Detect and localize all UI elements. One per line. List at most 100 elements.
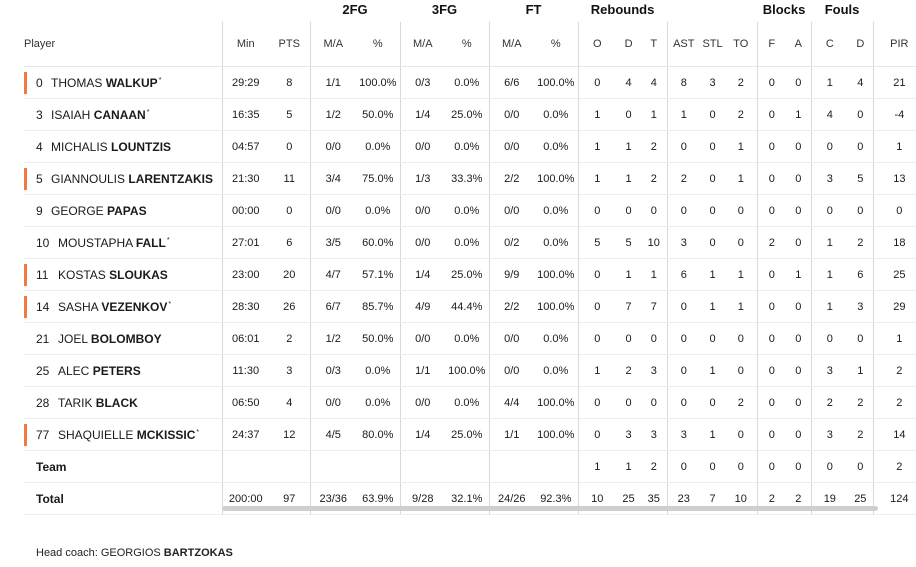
- col-blk-a-header[interactable]: A: [786, 22, 812, 67]
- col-3fg-pct-header[interactable]: %: [445, 22, 490, 67]
- stat-ft-pct: 100.0%: [534, 162, 579, 195]
- head-coach-last: BARTZOKAS: [163, 547, 233, 559]
- stat-foul-d: 0: [848, 98, 874, 131]
- col-ast-header[interactable]: AST: [666, 22, 701, 67]
- col-to-header[interactable]: TO: [725, 22, 758, 67]
- player-last-name[interactable]: CANAAN: [93, 107, 146, 122]
- col-2fg-ma-header[interactable]: M/A: [309, 22, 356, 67]
- player-last-name[interactable]: PETERS: [92, 363, 141, 378]
- horizontal-scrollbar[interactable]: [222, 506, 878, 511]
- col-pts-header[interactable]: PTS: [269, 22, 310, 67]
- player-first-name: ALEC: [58, 363, 90, 378]
- col-stl-header[interactable]: STL: [700, 22, 726, 67]
- stat-stl: 0: [700, 98, 726, 131]
- stat-2fg: 1/2: [309, 98, 356, 131]
- player-cell[interactable]: 9 GEORGE PAPAS: [24, 194, 222, 227]
- player-last-name[interactable]: LOUNTZIS: [111, 139, 172, 154]
- player-row[interactable]: 14 SASHA VEZENKOV* 28:30 26 6/7 85.7% 4/9 44.4%…: [24, 290, 916, 323]
- stat-foul-c: 1: [810, 290, 849, 323]
- col-reb-o-header[interactable]: O: [577, 22, 617, 67]
- stat-stl: 1: [700, 354, 726, 387]
- player-last-name[interactable]: PAPAS: [107, 203, 147, 218]
- player-last-name[interactable]: FALL: [135, 235, 166, 250]
- stat-stl: 3: [700, 66, 726, 99]
- team-3fg-pct: [445, 450, 490, 483]
- group-fouls: Fouls: [824, 2, 860, 17]
- player-star-marker: *: [146, 108, 150, 116]
- stat-ft: 1/1: [488, 418, 535, 451]
- col-min-header[interactable]: Min: [221, 22, 269, 67]
- stat-foul-d: 3: [848, 290, 874, 323]
- col-2fg-pct-header[interactable]: %: [356, 22, 401, 67]
- team-ast: 0: [666, 450, 701, 483]
- player-cell[interactable]: 14 SASHA VEZENKOV*: [24, 290, 222, 323]
- stat-blk-f: 0: [756, 130, 787, 163]
- stat-foul-c: 4: [810, 98, 849, 131]
- stat-to: 0: [725, 354, 758, 387]
- stat-3fg: 0/0: [399, 386, 446, 419]
- group-rebounds: Rebounds: [590, 2, 655, 17]
- boxscore-table: 2FG 3FG FT Rebounds Blocks Fouls Player …: [24, 0, 916, 515]
- player-row[interactable]: 11 KOSTAS SLOUKAS 23:00 20 4/7 57.1% 1/4 25.0% 9…: [24, 258, 916, 291]
- player-row[interactable]: 25 ALEC PETERS 11:30 3 0/3 0.0% 1/1 100.0% 0/0 0.…: [24, 354, 916, 387]
- stat-ast: 1: [666, 98, 701, 131]
- col-ft-ma-header[interactable]: M/A: [488, 22, 535, 67]
- stat-reb-t: 1: [641, 258, 668, 291]
- stat-pts: 0: [269, 130, 310, 163]
- player-cell[interactable]: 25 ALEC PETERS: [24, 354, 222, 387]
- stat-stl: 1: [700, 258, 726, 291]
- player-row[interactable]: 4 MICHALIS LOUNTZIS 04:57 0 0/0 0.0% 0/0 0.0% 0/…: [24, 130, 916, 163]
- stat-ast: 0: [666, 130, 701, 163]
- stat-2fg-pct: 75.0%: [356, 162, 401, 195]
- stat-ft: 0/0: [488, 354, 535, 387]
- stat-foul-c: 1: [810, 258, 849, 291]
- player-cell[interactable]: 77 SHAQUIELLE MCKISSIC*: [24, 418, 222, 451]
- stat-stl: 1: [700, 418, 726, 451]
- player-row[interactable]: 0 THOMAS WALKUP* 29:29 8 1/1 100.0% 0/3 0.0% 6/6…: [24, 66, 916, 99]
- team-to: 0: [725, 450, 758, 483]
- stat-ft: 0/0: [488, 322, 535, 355]
- player-last-name[interactable]: WALKUP: [105, 75, 158, 90]
- player-last-name[interactable]: BOLOMBOY: [90, 331, 162, 346]
- player-cell[interactable]: 21 JOEL BOLOMBOY: [24, 322, 222, 355]
- col-blk-f-header[interactable]: F: [756, 22, 787, 67]
- player-last-name[interactable]: BLACK: [95, 395, 138, 410]
- player-cell[interactable]: 10 MOUSTAPHA FALL*: [24, 226, 222, 259]
- stat-pir: 25: [872, 258, 916, 291]
- player-cell[interactable]: 28 TARIK BLACK: [24, 386, 222, 419]
- player-last-name[interactable]: LARENTZAKIS: [128, 171, 214, 186]
- player-row[interactable]: 5 GIANNOULIS LARENTZAKIS 21:30 11 3/4 75.0% 1/…: [24, 162, 916, 195]
- player-cell[interactable]: 0 THOMAS WALKUP*: [24, 66, 222, 99]
- player-cell[interactable]: 5 GIANNOULIS LARENTZAKIS: [24, 162, 222, 195]
- stat-ft: 6/6: [488, 66, 535, 99]
- stat-blk-f: 0: [756, 98, 787, 131]
- player-cell[interactable]: 4 MICHALIS LOUNTZIS: [24, 130, 222, 163]
- player-row[interactable]: 3 ISAIAH CANAAN* 16:35 5 1/2 50.0% 1/4 25.0% 0/0…: [24, 98, 916, 131]
- col-ft-pct-header[interactable]: %: [534, 22, 579, 67]
- player-cell[interactable]: 11 KOSTAS SLOUKAS: [24, 258, 222, 291]
- stat-min: 04:57: [221, 130, 269, 163]
- col-reb-d-header[interactable]: D: [616, 22, 642, 67]
- team-3fg: [399, 450, 446, 483]
- player-last-name[interactable]: MCKISSIC: [136, 427, 196, 442]
- stat-pts: 11: [269, 162, 310, 195]
- player-last-name[interactable]: VEZENKOV: [101, 299, 168, 314]
- col-foul-d-header[interactable]: D: [848, 22, 874, 67]
- stat-blk-a: 0: [786, 130, 812, 163]
- player-cell[interactable]: 3 ISAIAH CANAAN*: [24, 98, 222, 131]
- player-row[interactable]: 77 SHAQUIELLE MCKISSIC* 24:37 12 4/5 80.0% 1/4…: [24, 418, 916, 451]
- stat-reb-o: 5: [577, 226, 617, 259]
- stat-to: 0: [725, 194, 758, 227]
- col-reb-t-header[interactable]: T: [641, 22, 668, 67]
- player-first-name: MICHALIS: [51, 139, 108, 154]
- player-last-name[interactable]: SLOUKAS: [109, 267, 168, 282]
- col-pir-header[interactable]: PIR: [872, 22, 916, 67]
- player-row[interactable]: 9 GEORGE PAPAS 00:00 0 0/0 0.0% 0/0 0.0% 0/0 0.0%…: [24, 194, 916, 227]
- col-3fg-ma-header[interactable]: M/A: [399, 22, 446, 67]
- col-player-header[interactable]: Player: [24, 22, 222, 67]
- player-row[interactable]: 10 MOUSTAPHA FALL* 27:01 6 3/5 60.0% 0/0 0.0% 0/…: [24, 226, 916, 259]
- col-foul-c-header[interactable]: C: [810, 22, 849, 67]
- stat-ft-pct: 0.0%: [534, 354, 579, 387]
- player-row[interactable]: 21 JOEL BOLOMBOY 06:01 2 1/2 50.0% 0/0 0.0% 0/0 0…: [24, 322, 916, 355]
- player-row[interactable]: 28 TARIK BLACK 06:50 4 0/0 0.0% 0/0 0.0% 4/4 100.…: [24, 386, 916, 419]
